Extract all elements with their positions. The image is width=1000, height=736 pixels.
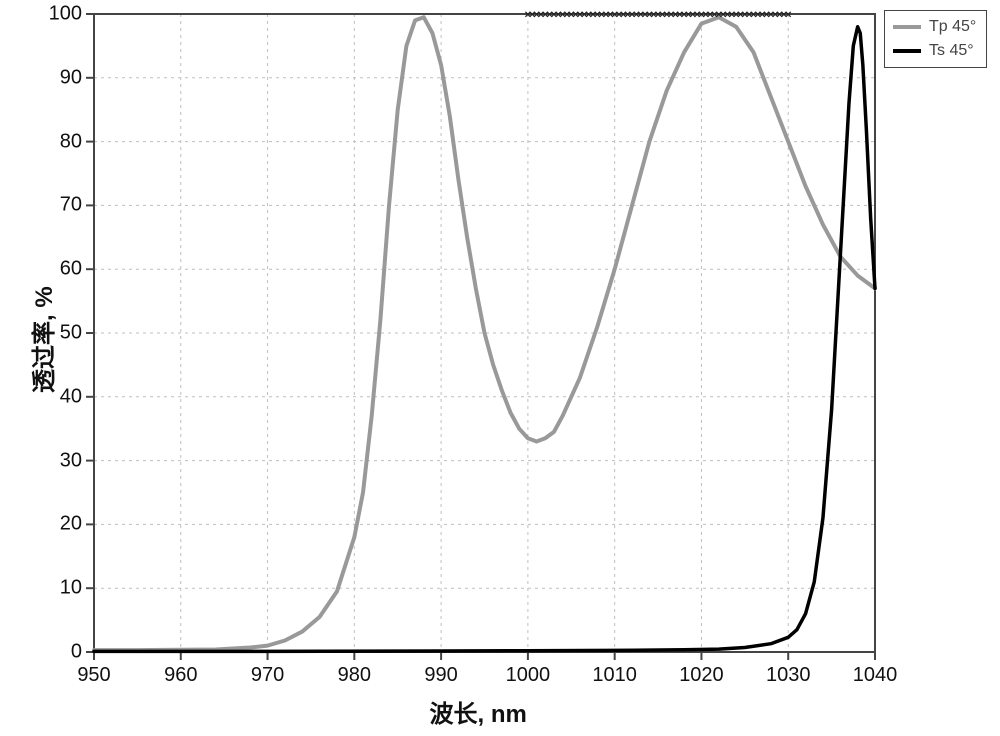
y-tick-label: 50: [60, 322, 82, 345]
legend-label: Tp 45°: [929, 15, 976, 39]
x-tick-label: 1000: [506, 664, 551, 687]
x-tick-label: 1030: [766, 664, 811, 687]
y-tick-label: 80: [60, 130, 82, 153]
y-tick-label: 30: [60, 449, 82, 472]
y-axis-label: 透过率, %: [24, 286, 59, 393]
y-tick-label: 70: [60, 194, 82, 217]
legend-item: Tp 45°: [893, 15, 976, 39]
chart-container: Tp 45°Ts 45° 波长, nm 透过率, % 950 960 970 980 9…: [0, 0, 1000, 736]
y-tick-label: 60: [60, 258, 82, 281]
y-tick-label: 0: [71, 641, 82, 664]
chart-svg: [0, 0, 1000, 736]
x-tick-label: 950: [77, 664, 110, 687]
legend: Tp 45°Ts 45°: [884, 10, 987, 68]
y-tick-label: 100: [49, 3, 82, 26]
y-tick-label: 90: [60, 66, 82, 89]
x-tick-label: 1010: [592, 664, 637, 687]
legend-label: Ts 45°: [929, 39, 974, 63]
x-tick-label: 970: [251, 664, 284, 687]
y-tick-label: 20: [60, 513, 82, 536]
x-axis-label: 波长, nm: [430, 694, 527, 729]
y-tick-label: 40: [60, 385, 82, 408]
x-tick-label: 980: [338, 664, 371, 687]
x-tick-label: 960: [164, 664, 197, 687]
x-tick-label: 1020: [679, 664, 724, 687]
x-tick-label: 1040: [853, 664, 898, 687]
x-tick-label: 990: [424, 664, 457, 687]
legend-swatch: [893, 25, 921, 29]
legend-item: Ts 45°: [893, 39, 976, 63]
legend-swatch: [893, 49, 921, 53]
y-tick-label: 10: [60, 577, 82, 600]
